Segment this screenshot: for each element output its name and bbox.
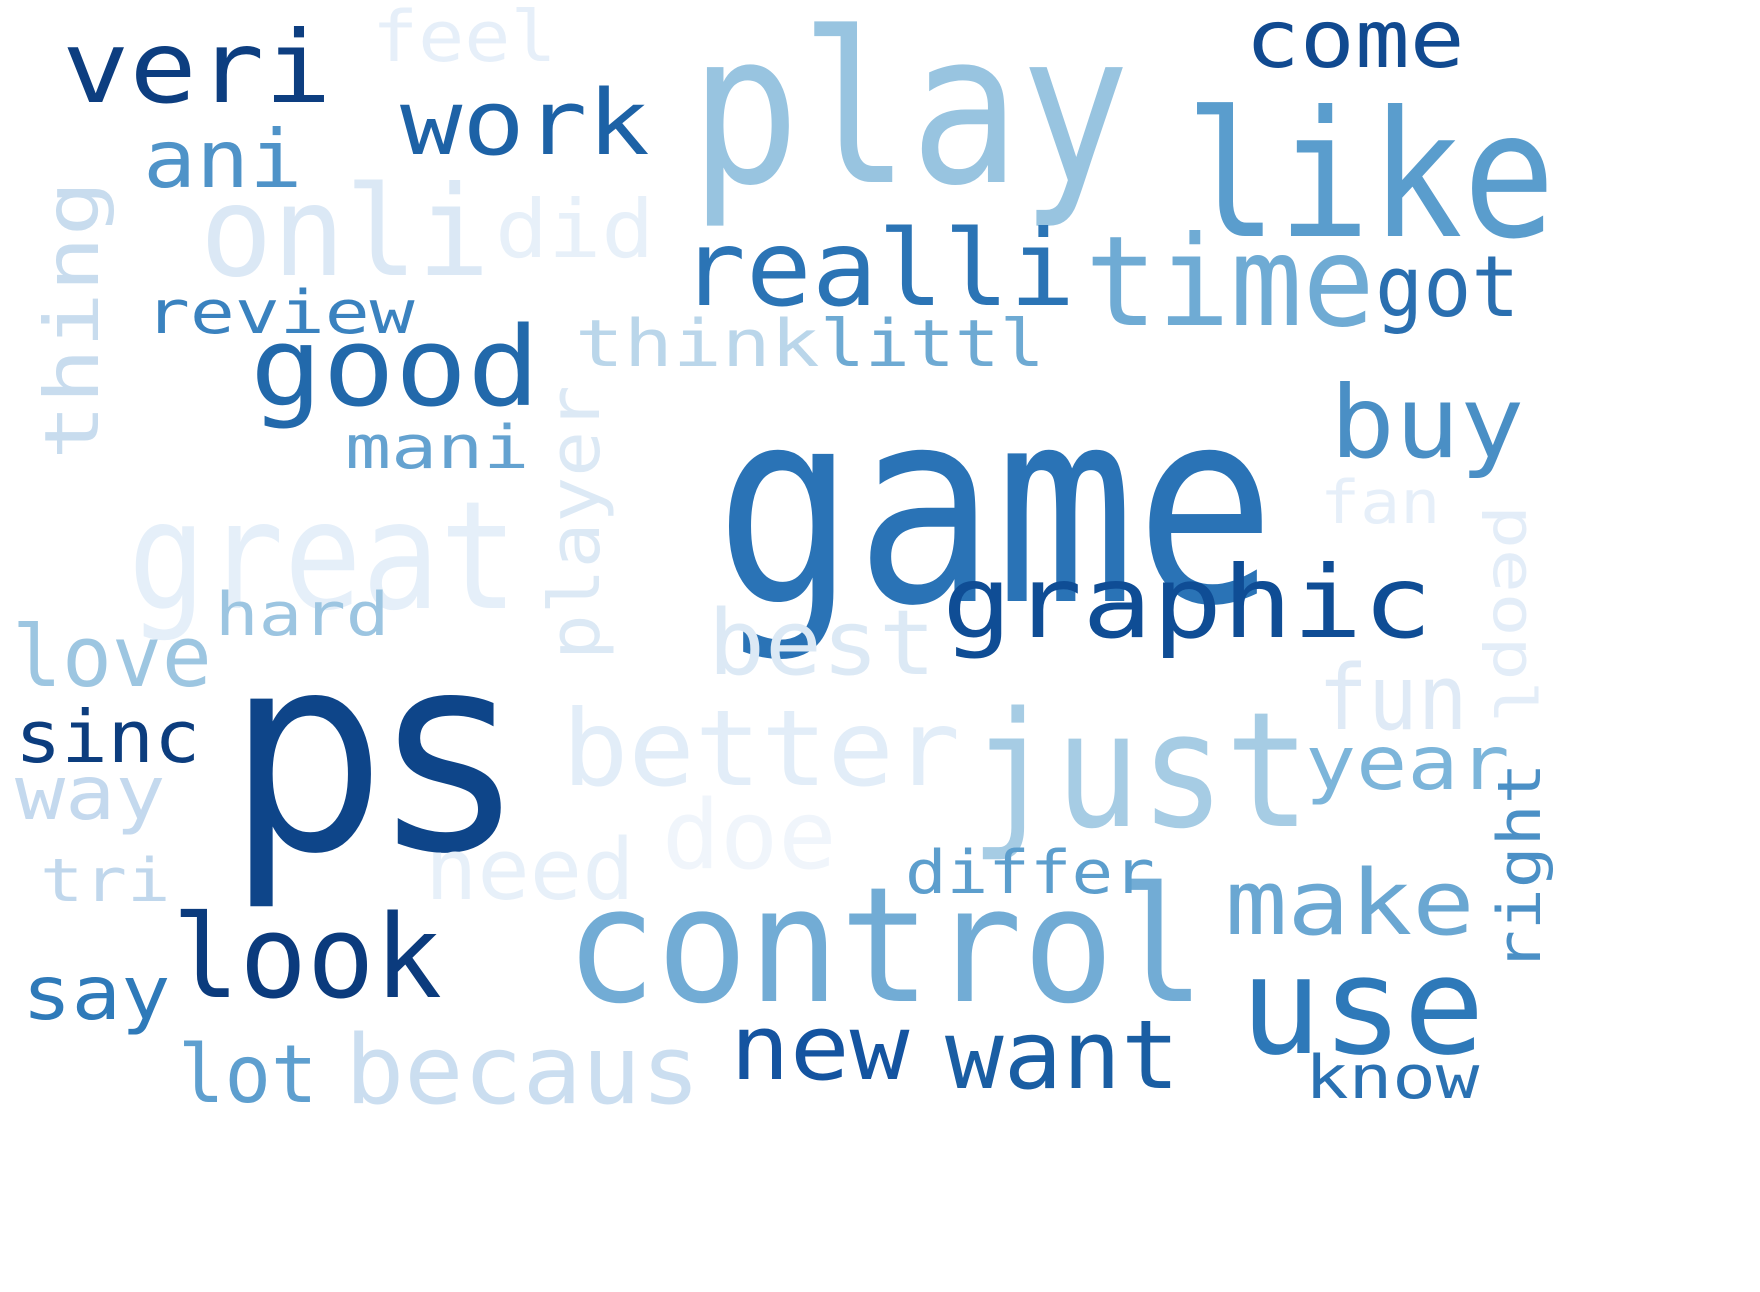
word-play: play: [690, 0, 1130, 232]
word-lot: lot: [178, 1028, 318, 1122]
word-peopl: peopl: [1480, 505, 1548, 725]
word-great: great: [128, 470, 518, 644]
word-sinc: sinc: [15, 695, 201, 780]
word-way: way: [15, 749, 166, 837]
word-good: good: [250, 302, 540, 431]
word-did: did: [495, 183, 655, 277]
word-graphic: graphic: [942, 544, 1433, 661]
word-look: look: [172, 891, 443, 1026]
word-control: control: [565, 851, 1206, 1039]
word-just: just: [970, 676, 1311, 864]
word-becaus: becaus: [345, 1015, 701, 1126]
word-review: review: [145, 277, 415, 348]
word-work: work: [400, 71, 650, 177]
word-want: want: [945, 1000, 1180, 1111]
word-right: right: [1485, 762, 1555, 972]
word-fan: fan: [1320, 467, 1441, 538]
word-time: time: [1085, 210, 1375, 355]
word-know: know: [1305, 1042, 1480, 1113]
word-game: game: [715, 349, 1276, 665]
word-need: need: [425, 820, 635, 920]
word-like: like: [1185, 75, 1556, 278]
word-think: think: [575, 307, 820, 383]
word-differ: differ: [905, 837, 1155, 908]
word-year: year: [1305, 719, 1510, 807]
word-feel: feel: [372, 0, 557, 78]
word-tri: tri: [40, 845, 171, 916]
word-ani: ani: [143, 113, 303, 207]
word-ps: ps: [228, 594, 513, 914]
word-buy: buy: [1330, 364, 1525, 481]
word-mani: mani: [345, 412, 530, 483]
word-new: new: [730, 996, 910, 1102]
word-love: love: [12, 607, 212, 707]
word-come: come: [1245, 0, 1465, 87]
word-say: say: [22, 949, 171, 1037]
word-littl: littl: [820, 307, 1045, 383]
word-best: best: [708, 591, 936, 697]
word-veri: veri: [62, 9, 332, 126]
word-realli: realli: [680, 208, 1076, 331]
word-thing: thing: [28, 180, 116, 461]
word-player: player: [534, 385, 616, 660]
word-use: use: [1240, 927, 1485, 1085]
word-fun: fun: [1318, 646, 1468, 752]
word-make: make: [1225, 851, 1475, 957]
word-doe: doe: [662, 780, 837, 891]
word-got: got: [1375, 237, 1520, 337]
word-onli: onli: [200, 160, 490, 305]
word-hard: hard: [215, 579, 390, 650]
word-better: better: [562, 688, 961, 811]
